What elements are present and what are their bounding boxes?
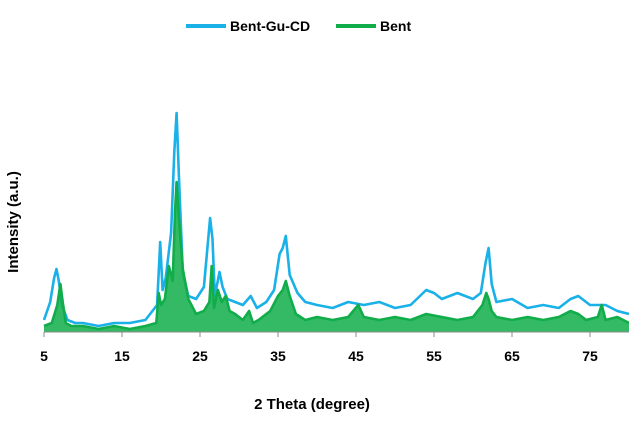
x-tick-label: 5 xyxy=(40,348,48,364)
x-tick-label: 75 xyxy=(582,348,598,364)
x-tick-label: 15 xyxy=(114,348,130,364)
x-tick-label: 65 xyxy=(504,348,520,364)
series-line-bent-gu-cd xyxy=(42,111,629,328)
x-tick-label: 45 xyxy=(348,348,364,364)
series-layer xyxy=(42,111,629,332)
x-tick-label: 25 xyxy=(192,348,208,364)
x-axis-title: 2 Theta (degree) xyxy=(254,396,370,413)
series-line-bent xyxy=(43,180,629,331)
y-axis-title: Intensity (a.u.) xyxy=(5,171,22,273)
x-tick-label: 55 xyxy=(426,348,442,364)
x-ticks: 5 15 25 35 45 55 65 75 xyxy=(40,332,598,364)
legend-label-bent: Bent xyxy=(380,18,411,34)
x-tick-label: 35 xyxy=(270,348,286,364)
legend-label-bent-gu-cd: Bent-Gu-CD xyxy=(230,18,310,34)
legend: Bent-Gu-CD Bent xyxy=(186,18,411,34)
series-area-bent xyxy=(44,182,629,332)
